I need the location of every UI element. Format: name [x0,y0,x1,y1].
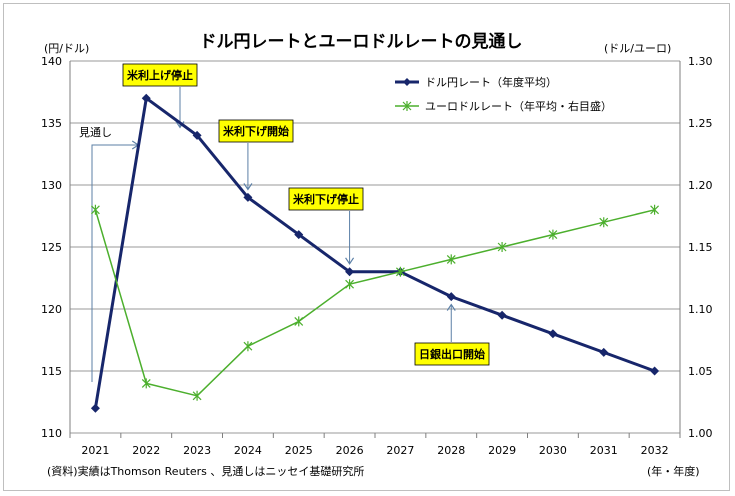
x-tick-label: 2029 [488,444,516,457]
x-tick-label: 2027 [386,444,414,457]
left-tick-label: 125 [41,241,62,254]
eurusd-point [294,316,304,327]
right-tick-label: 1.20 [688,179,713,192]
eurusd-point [497,242,507,252]
left-tick-label: 140 [41,55,62,68]
annotation-label: 日銀出口開始 [419,347,485,361]
usdjpy-point [90,403,100,413]
left-tick-label: 135 [41,117,62,130]
left-tick-label: 115 [41,365,62,378]
right-tick-label: 1.05 [688,365,713,378]
right-tick-label: 1.25 [688,117,713,130]
annotation-box [414,342,490,366]
left-tick-label: 110 [41,427,62,440]
usdjpy-point [141,93,151,103]
source-note: (資料)実績はThomson Reuters 、見通しはニッセイ基礎研究所 [47,464,364,478]
legend-marker-usdjpy [403,78,411,86]
x-tick-label: 2030 [539,444,567,457]
eurusd-point [599,217,609,228]
eurusd-point [395,266,405,277]
eurusd-point [446,254,456,265]
x-tick-label: 2026 [336,444,364,457]
right-axis-unit: (ドル/ユーロ) [604,42,671,55]
x-tick-label: 2031 [590,444,618,457]
eurusd-point [548,229,558,240]
arrow-head [345,257,355,265]
usdjpy-point [446,292,456,302]
chart-title: ドル円レートとユーロドルレートの見通し [200,32,523,52]
eurusd-point [90,204,100,215]
forecast-bracket-arrow [91,144,139,382]
usdjpy-point [294,230,304,240]
eurusd-point [650,204,660,215]
usdjpy-point [548,329,558,339]
x-axis-unit: (年・年度) [647,464,700,478]
legend-marker-eurusd [402,101,412,111]
annotation-label: 米利下げ停止 [292,192,359,206]
left-tick-label: 120 [41,303,62,316]
chart-frame [3,3,730,491]
left-tick-label: 130 [41,179,62,192]
x-tick-label: 2032 [641,444,669,457]
usdjpy-point [192,130,202,140]
arrow-head [446,303,456,311]
usdjpy-point [599,347,609,357]
usdjpy-point [650,366,660,376]
eurusd-line [94,209,655,397]
annotation-arrows [91,87,456,382]
usdjpy-point [243,192,253,202]
legend-label: ユーロドルレート（年平均・右目盛） [425,99,612,113]
usdjpy-line [93,96,656,409]
x-tick-label: 2024 [234,444,262,457]
x-tick-label: 2023 [183,444,211,457]
right-tick-label: 1.15 [688,241,713,254]
eurusd-point [345,279,355,290]
annotation-label: 米利上げ停止 [126,68,193,82]
eurusd-point [243,341,253,352]
x-tick-label: 2025 [285,444,313,457]
eurusd-point [192,390,202,401]
eurusd-point [141,378,151,389]
forecast-label: 見通し [79,126,112,139]
annotation-box [218,119,294,143]
right-tick-label: 1.10 [688,303,713,316]
right-tick-label: 1.30 [688,55,713,68]
arrow-head [243,183,253,191]
usdjpy-point [497,310,507,320]
legend-label: ドル円レート（年度平均） [425,75,557,89]
left-axis-unit: (円/ドル) [44,42,89,55]
gridlines [70,60,680,434]
legend: ドル円レート（年度平均） ユーロドルレート（年平均・右目盛） [395,75,612,113]
annotation-label: 米利下げ開始 [222,124,289,138]
right-tick-label: 1.00 [688,427,713,440]
usdjpy-point [345,267,355,277]
series [90,93,660,413]
annotation-box [122,63,198,87]
axes: 110 115 120 125 130 135 140 1.00 1.05 1.10 1.15 1.2… [41,55,713,457]
x-tick-label: 2022 [132,444,160,457]
annotation-box [288,187,364,211]
x-tick-label: 2028 [437,444,465,457]
x-tick-label: 2021 [81,444,109,457]
